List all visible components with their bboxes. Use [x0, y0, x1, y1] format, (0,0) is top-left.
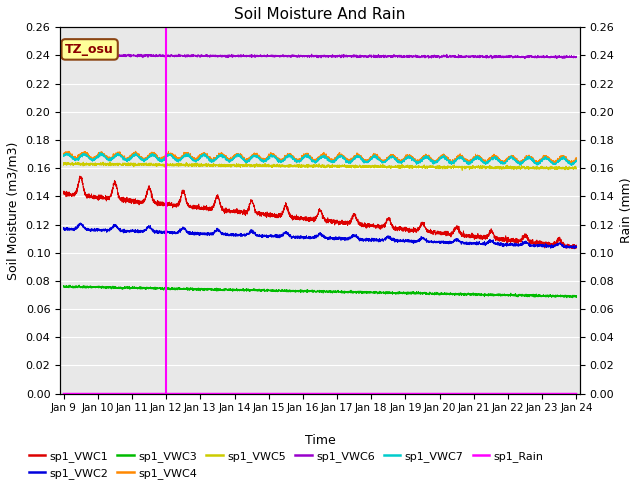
sp1_VWC3	[557, 293, 564, 299]
sp1_VWC2	[531, 242, 539, 248]
sp1_VWC5	[557, 165, 565, 170]
sp1_VWC2	[77, 220, 84, 226]
sp1_VWC4	[532, 158, 540, 164]
sp1_VWC7	[303, 153, 311, 158]
sp1_VWC2	[573, 244, 580, 250]
sp1_VWC4	[433, 157, 440, 163]
sp1_VWC7	[573, 157, 580, 163]
sp1_VWC1	[303, 216, 311, 222]
sp1_VWC5	[60, 162, 67, 168]
sp1_VWC4	[275, 156, 283, 162]
sp1_VWC1	[557, 238, 564, 243]
sp1_VWC3	[275, 288, 283, 293]
Line: sp1_VWC5: sp1_VWC5	[63, 162, 577, 170]
sp1_VWC4	[280, 156, 287, 162]
sp1_VWC7	[96, 150, 104, 156]
sp1_VWC3	[569, 295, 577, 300]
sp1_VWC6	[275, 54, 283, 60]
sp1_VWC4	[132, 148, 140, 154]
sp1_VWC7	[60, 154, 67, 159]
Line: sp1_VWC7: sp1_VWC7	[63, 153, 577, 165]
sp1_VWC4	[303, 152, 311, 157]
sp1_VWC2	[60, 226, 67, 231]
sp1_VWC3	[76, 282, 83, 288]
sp1_VWC2	[557, 241, 564, 247]
sp1_VWC5	[573, 166, 580, 171]
sp1_VWC5	[280, 163, 287, 168]
Line: sp1_VWC6: sp1_VWC6	[63, 54, 577, 59]
sp1_VWC6	[303, 53, 311, 59]
Text: TZ_osu: TZ_osu	[65, 43, 114, 56]
sp1_VWC1	[60, 189, 67, 194]
Y-axis label: Rain (mm): Rain (mm)	[620, 178, 633, 243]
sp1_VWC6	[557, 54, 565, 60]
sp1_VWC1	[433, 230, 440, 236]
sp1_Rain	[531, 391, 539, 396]
sp1_VWC5	[458, 168, 466, 173]
sp1_VWC2	[280, 230, 287, 236]
sp1_VWC4	[557, 154, 565, 160]
sp1_VWC6	[488, 56, 496, 61]
sp1_VWC7	[433, 160, 440, 166]
sp1_VWC7	[280, 157, 287, 163]
Line: sp1_VWC4: sp1_VWC4	[63, 151, 577, 165]
sp1_VWC3	[573, 293, 580, 299]
sp1_VWC6	[99, 51, 106, 57]
sp1_VWC7	[275, 158, 283, 164]
sp1_Rain	[275, 391, 283, 396]
Line: sp1_VWC3: sp1_VWC3	[63, 285, 577, 298]
sp1_Rain	[279, 391, 287, 396]
sp1_VWC6	[532, 54, 540, 60]
sp1_VWC2	[275, 232, 283, 238]
sp1_Rain	[557, 391, 564, 396]
sp1_Rain	[573, 391, 580, 396]
sp1_VWC4	[516, 162, 524, 168]
sp1_VWC6	[433, 53, 440, 59]
Line: sp1_VWC2: sp1_VWC2	[63, 223, 577, 249]
sp1_Rain	[60, 391, 67, 396]
sp1_VWC1	[275, 213, 283, 218]
sp1_VWC4	[573, 156, 580, 162]
sp1_VWC6	[573, 54, 580, 60]
sp1_VWC3	[433, 290, 440, 296]
Line: sp1_VWC1: sp1_VWC1	[63, 176, 577, 249]
sp1_Rain	[432, 391, 440, 396]
sp1_VWC1	[76, 173, 84, 179]
sp1_Rain	[303, 391, 311, 396]
sp1_VWC3	[303, 287, 311, 292]
sp1_VWC6	[280, 53, 287, 59]
sp1_VWC2	[303, 235, 311, 240]
sp1_VWC7	[531, 160, 539, 166]
sp1_VWC3	[280, 288, 287, 294]
Y-axis label: Soil Moisture (m3/m3): Soil Moisture (m3/m3)	[7, 141, 20, 280]
sp1_VWC7	[568, 162, 575, 168]
sp1_VWC5	[433, 165, 440, 170]
sp1_VWC6	[60, 52, 67, 58]
sp1_VWC7	[557, 155, 564, 161]
sp1_VWC5	[106, 159, 114, 165]
sp1_VWC5	[303, 162, 311, 168]
sp1_VWC5	[532, 165, 540, 171]
Title: Soil Moisture And Rain: Soil Moisture And Rain	[234, 7, 406, 22]
Legend: sp1_VWC1, sp1_VWC2, sp1_VWC3, sp1_VWC4, sp1_VWC5, sp1_VWC6, sp1_VWC7, sp1_Rain: sp1_VWC1, sp1_VWC2, sp1_VWC3, sp1_VWC4, …	[24, 447, 548, 480]
sp1_VWC2	[570, 246, 578, 252]
sp1_VWC1	[573, 245, 580, 251]
sp1_VWC4	[60, 151, 67, 157]
sp1_VWC2	[433, 239, 440, 245]
sp1_VWC3	[531, 292, 539, 298]
sp1_VWC1	[531, 241, 539, 247]
X-axis label: Time: Time	[305, 434, 335, 447]
sp1_VWC5	[275, 163, 283, 168]
sp1_VWC1	[572, 246, 579, 252]
sp1_VWC3	[60, 283, 67, 289]
sp1_VWC1	[280, 208, 287, 214]
